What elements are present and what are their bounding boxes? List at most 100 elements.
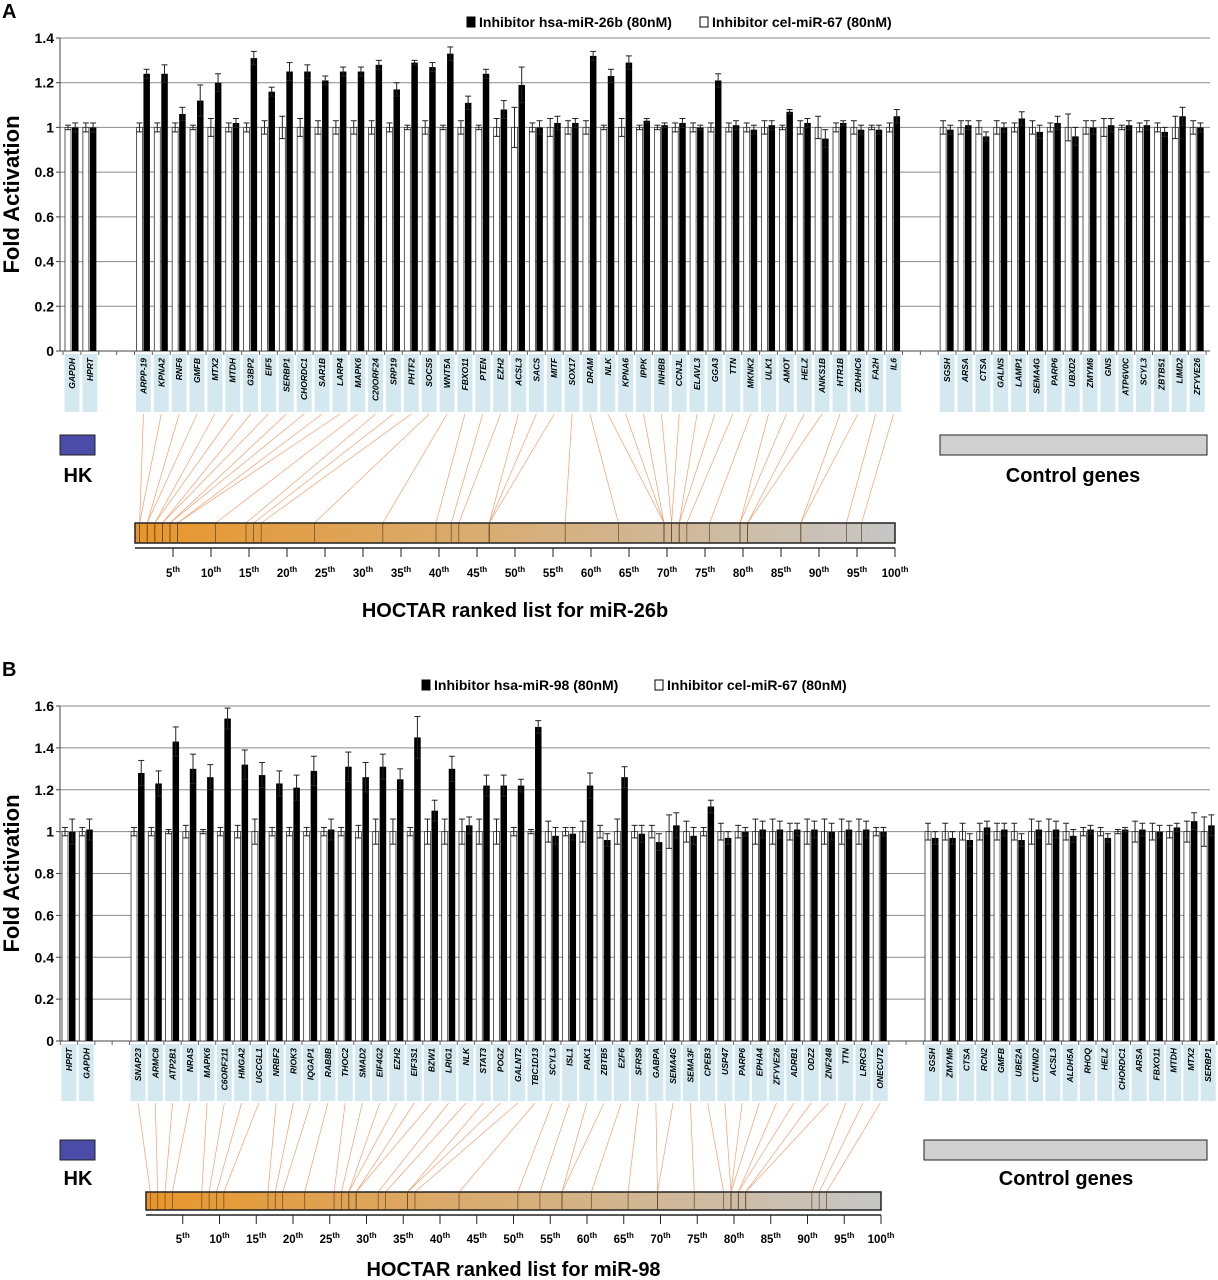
bar-control-inhibitor xyxy=(562,831,569,1042)
gene-label-box xyxy=(1171,354,1187,412)
gene-label: EZH2 xyxy=(496,358,506,380)
bar-group xyxy=(337,751,352,1042)
rank-tick-suffix: th xyxy=(887,1231,895,1240)
rank-tick-number: 100 xyxy=(882,568,901,580)
rank-connector xyxy=(458,1102,536,1193)
bar-control-inhibitor xyxy=(475,127,483,352)
rank-tick-label: 10th xyxy=(209,1231,229,1246)
bar-group xyxy=(1200,814,1215,1042)
rank-tick-label: 55th xyxy=(540,1231,560,1246)
rank-tick-suffix: th xyxy=(252,565,260,574)
gene-label-box xyxy=(216,1044,232,1101)
bar-target-inhibitor xyxy=(86,829,93,1041)
bar-group xyxy=(457,95,472,352)
bar-group xyxy=(689,122,704,352)
gene-label-box xyxy=(458,1044,474,1101)
gene-label-box xyxy=(1046,354,1062,412)
rank-connector xyxy=(355,1102,432,1193)
bar-target-inhibitor xyxy=(1125,125,1133,351)
bar-target-inhibitor xyxy=(604,840,611,1041)
rank-connector xyxy=(747,413,823,524)
bar-group xyxy=(528,120,543,352)
rank-connector xyxy=(260,413,412,524)
gene-label: UBXD2 xyxy=(1067,358,1077,387)
gene-label-box xyxy=(64,354,80,412)
gene-label: NRAS xyxy=(185,1048,195,1072)
bar-target-inhibitor xyxy=(607,76,615,351)
rank-connector xyxy=(488,413,537,524)
bar-target-inhibitor xyxy=(1036,131,1043,351)
bar-target-inhibitor xyxy=(69,831,76,1041)
gene-label: GALNS xyxy=(996,358,1006,388)
gene-label: TTN xyxy=(728,357,738,374)
bar-control-inhibitor xyxy=(1028,831,1035,1042)
control-genes-label: Control genes xyxy=(1006,465,1140,487)
gene-label: KPNA6 xyxy=(621,358,631,387)
bar-control-inhibitor xyxy=(957,127,965,352)
gene-label: ARMC8 xyxy=(150,1048,160,1079)
bar-control-inhibitor xyxy=(171,127,179,352)
rank-connector xyxy=(747,413,805,524)
bar-control-inhibitor xyxy=(1154,127,1161,352)
rank-tick-label: 35th xyxy=(393,1231,413,1246)
rank-connector xyxy=(137,1102,151,1193)
bar-group xyxy=(1183,812,1198,1042)
bar-control-inhibitor xyxy=(225,127,233,352)
rank-tick-label: 100th xyxy=(868,1231,895,1246)
bar-group xyxy=(1029,120,1043,352)
gene-label: RCN2 xyxy=(979,1048,989,1071)
bar-group xyxy=(957,120,972,352)
bar-control-inhibitor xyxy=(303,831,311,1042)
rank-tick-label: 30th xyxy=(356,1231,376,1246)
rank-connector xyxy=(341,1102,363,1193)
gene-label-box xyxy=(285,1044,301,1101)
legend-swatch xyxy=(421,679,431,691)
bar-control-inhibitor xyxy=(251,831,259,1042)
bar-group xyxy=(924,822,939,1042)
bar-group xyxy=(424,799,438,1042)
bar-group xyxy=(355,762,369,1042)
gene-label: E2F6 xyxy=(616,1048,626,1069)
bar-group xyxy=(579,772,594,1042)
legend-label: Inhibitor hsa-miR-98 (80nM) xyxy=(434,677,618,693)
gene-label-box xyxy=(975,354,991,412)
rank-tick-number: 90 xyxy=(797,1234,810,1246)
rank-tick-suffix: th xyxy=(670,565,678,574)
bar-control-inhibitor xyxy=(689,127,697,352)
bar-target-inhibitor xyxy=(982,136,990,351)
gene-label: MAPK6 xyxy=(202,1048,212,1078)
gene-label-box xyxy=(403,354,419,412)
gene-label: MTX2 xyxy=(1186,1048,1196,1071)
gene-label-box xyxy=(1028,354,1044,412)
rank-tick-number: 10 xyxy=(209,1234,222,1246)
rank-connector xyxy=(177,413,323,524)
gene-label: MTDH xyxy=(1169,1047,1179,1072)
rank-connector xyxy=(678,413,698,524)
bar-target-inhibitor xyxy=(161,73,168,352)
bar-control-inhibitor xyxy=(1100,127,1108,352)
bar-group xyxy=(886,109,901,352)
rank-tick-suffix: th xyxy=(860,565,868,574)
y-tick-label: 0.2 xyxy=(35,991,55,1007)
bar-control-inhibitor xyxy=(165,831,172,1042)
gene-label: IQGAP1 xyxy=(306,1048,316,1080)
gene-label-box xyxy=(838,1044,854,1101)
rank-tick-suffix: th xyxy=(516,1231,524,1240)
bar-target-inhibitor xyxy=(714,80,722,351)
rank-tick-number: 35 xyxy=(393,1234,406,1246)
gene-label: ZDHHC6 xyxy=(853,358,863,394)
bar-control-inhibitor xyxy=(130,831,138,1042)
rank-tick-number: 20 xyxy=(277,568,290,580)
gene-label: ZNF248 xyxy=(823,1048,833,1080)
bar-group xyxy=(1189,120,1204,352)
bar-target-inhibitor xyxy=(1072,136,1079,351)
rank-tick-label: 55th xyxy=(543,565,563,580)
bar-control-inhibitor xyxy=(424,831,431,1042)
bar-group xyxy=(821,818,835,1042)
gene-label-box xyxy=(796,354,812,412)
gene-label-box xyxy=(332,354,348,412)
bar-target-inhibitor xyxy=(786,111,793,352)
bar-control-inhibitor xyxy=(743,127,751,352)
legend-swatch xyxy=(654,679,664,691)
